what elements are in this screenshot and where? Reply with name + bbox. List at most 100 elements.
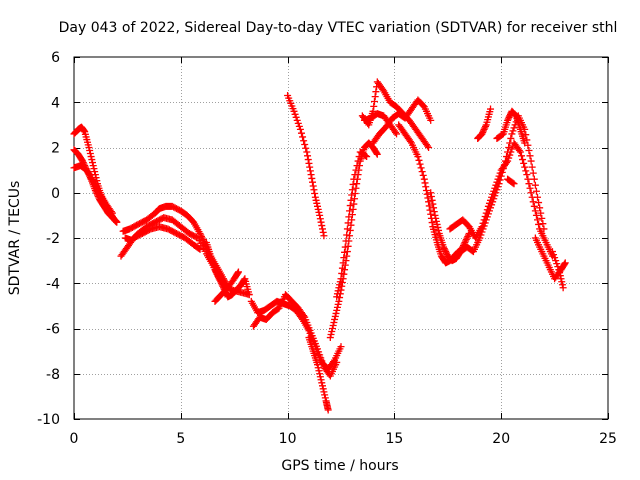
data-point-interp xyxy=(306,163,314,171)
data-point xyxy=(516,148,524,156)
data-point-interp xyxy=(535,199,543,207)
data-point-interp xyxy=(528,163,536,171)
data-point-interp xyxy=(511,111,519,119)
data-point-interp xyxy=(427,210,435,218)
data-point-interp xyxy=(370,97,378,105)
data-point xyxy=(534,193,542,201)
data-point-interp xyxy=(336,278,344,286)
chart-title: Day 043 of 2022, Sidereal Day-to-day VTE… xyxy=(59,20,618,36)
data-point-interp xyxy=(343,225,351,233)
data-point-interp xyxy=(86,147,94,155)
data-point-interp xyxy=(306,167,314,175)
data-point xyxy=(425,198,433,206)
data-point xyxy=(504,116,512,124)
y-tick-label: 2 xyxy=(51,141,60,157)
data-point-interp xyxy=(441,246,449,254)
data-point-interp xyxy=(416,160,424,168)
data-point xyxy=(331,315,339,323)
data-point-interp xyxy=(334,300,342,308)
data-point xyxy=(393,130,401,138)
data-point-interp xyxy=(442,249,450,257)
data-point-interp xyxy=(336,281,344,289)
data-point-interp xyxy=(299,133,307,141)
data-point-interp xyxy=(328,328,336,336)
data-point-interp xyxy=(332,309,340,317)
x-tick-label: 15 xyxy=(385,431,403,447)
data-point-interp xyxy=(510,124,518,132)
data-point-interp xyxy=(351,195,359,203)
data-point-interp xyxy=(348,186,356,194)
data-point-interp xyxy=(348,191,356,199)
data-point-interp xyxy=(527,189,535,197)
data-point xyxy=(318,379,326,387)
data-point-interp xyxy=(552,257,560,265)
data-point-interp xyxy=(339,259,347,267)
series-arc-24 xyxy=(504,175,518,188)
series-arc-4 xyxy=(119,202,232,292)
data-point-interp xyxy=(428,196,436,204)
data-point-interp xyxy=(525,147,533,155)
data-point-interp xyxy=(338,264,346,272)
data-point xyxy=(333,358,341,366)
data-point-interp xyxy=(480,125,488,133)
data-point-interp xyxy=(406,137,414,145)
data-point-interp xyxy=(351,171,359,179)
axis-ticks xyxy=(74,57,609,420)
data-point-interp xyxy=(432,214,440,222)
data-point-interp xyxy=(355,153,363,161)
x-tick-label: 25 xyxy=(599,431,617,447)
data-point-interp xyxy=(353,180,361,188)
data-point-interp xyxy=(215,273,223,281)
x-tick-label: 5 xyxy=(176,431,185,447)
data-point-interp xyxy=(373,149,381,157)
data-point-interp xyxy=(433,220,441,228)
data-point-interp xyxy=(504,148,512,156)
data-point-interp xyxy=(310,186,318,194)
data-point-interp xyxy=(302,144,310,152)
data-point-interp xyxy=(331,312,339,320)
data-point-interp xyxy=(370,102,378,110)
data-point-interp xyxy=(553,260,561,268)
data-point-interp xyxy=(217,278,225,286)
data-point-interp xyxy=(107,208,115,216)
data-point-interp xyxy=(317,218,325,226)
data-point-interp xyxy=(506,139,514,147)
data-point xyxy=(427,189,435,197)
data-point-interp xyxy=(234,269,242,277)
data-point-interp xyxy=(345,213,353,221)
data-point-interp xyxy=(425,202,433,210)
data-point-interp xyxy=(391,128,399,136)
data-point-interp xyxy=(315,208,323,216)
data-point-interp xyxy=(505,113,513,121)
data-point xyxy=(341,243,349,251)
data-point xyxy=(324,406,332,414)
data-point-interp xyxy=(428,219,436,227)
data-point-interp xyxy=(343,231,351,239)
data-point-interp xyxy=(349,205,357,213)
data-point-interp xyxy=(316,215,324,223)
data-point-interp xyxy=(212,269,220,277)
data-point-interp xyxy=(462,236,470,244)
data-point xyxy=(414,153,422,161)
data-point-interp xyxy=(494,183,502,191)
series-arc-16 xyxy=(369,96,435,147)
data-point xyxy=(440,243,448,251)
data-point-interp xyxy=(529,169,537,177)
data-point-interp xyxy=(531,181,539,189)
data-point-interp xyxy=(498,168,506,176)
data-point-interp xyxy=(493,186,501,194)
data-point xyxy=(196,245,204,253)
data-point-interp xyxy=(318,382,326,390)
data-point-interp xyxy=(315,367,323,375)
data-point-interp xyxy=(492,189,500,197)
data-point-interp xyxy=(479,128,487,136)
data-point xyxy=(85,144,93,151)
x-tick-labels: 0 5 10 15 20 25 xyxy=(70,431,617,447)
data-point-interp xyxy=(418,168,426,176)
data-point xyxy=(482,216,490,224)
y-tick-label: -4 xyxy=(46,276,60,292)
data-point-interp xyxy=(312,196,320,204)
data-point-interp xyxy=(500,161,508,169)
y-tick-label: 4 xyxy=(51,95,60,111)
